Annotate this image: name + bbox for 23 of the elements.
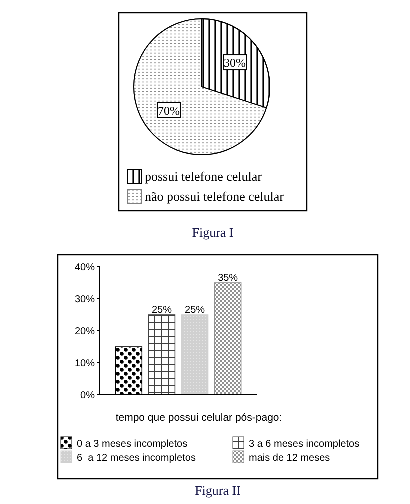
pie-slice — [202, 18, 270, 109]
legend-label: 3 a 6 meses incompletos — [249, 439, 360, 450]
y-tick-label: 20% — [74, 326, 96, 338]
bar — [181, 314, 209, 396]
legend-label: 6 a 12 meses incompletos — [77, 453, 196, 464]
text: Figura II — [195, 483, 241, 498]
y-tick-label: 40% — [74, 262, 96, 274]
x-axis-title: tempo que possui celular pós-pago: — [116, 412, 282, 424]
legend-label: não possui telefone celular — [145, 189, 285, 204]
legend-label: mais de 12 meses — [249, 453, 330, 464]
bar — [148, 314, 176, 396]
data-label: 35% — [218, 273, 238, 284]
text: Figura I — [192, 225, 234, 240]
data-label: 30% — [224, 56, 246, 70]
legend-label: 0 a 3 meses incompletos — [77, 439, 188, 450]
y-tick-label: 10% — [74, 358, 96, 370]
data-label: 70% — [158, 104, 180, 118]
data-label: 25% — [185, 305, 206, 316]
legend-label: possui telefone celular — [145, 169, 263, 184]
bar — [214, 282, 242, 396]
y-tick-label: 0% — [80, 390, 96, 402]
data-label: 25% — [152, 305, 172, 316]
y-tick-label: 30% — [74, 294, 96, 306]
